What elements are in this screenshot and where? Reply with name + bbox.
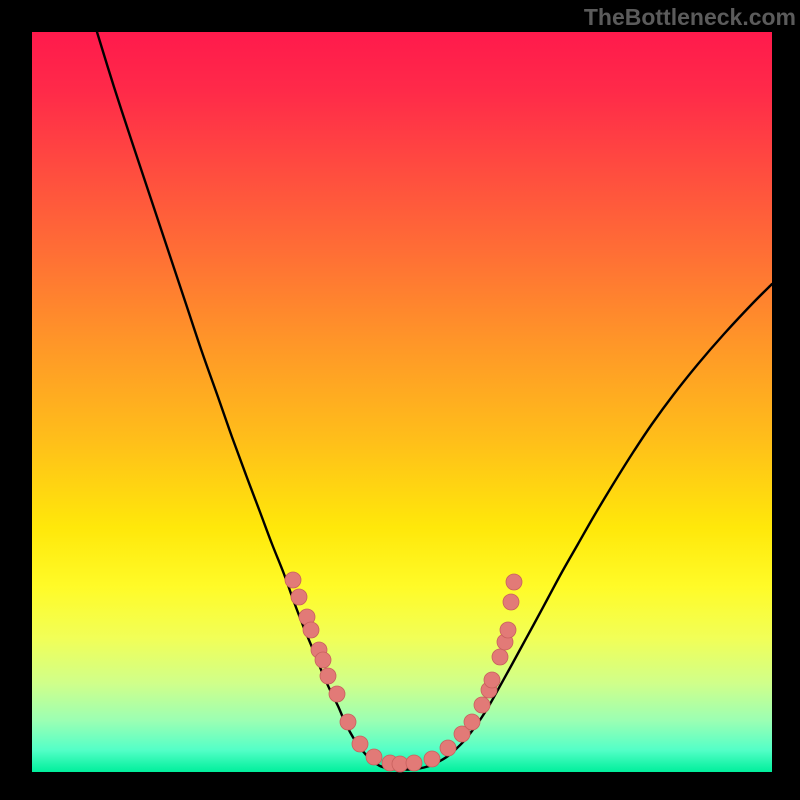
data-marker	[440, 740, 456, 756]
data-marker	[329, 686, 345, 702]
plot-area	[32, 32, 772, 772]
data-marker	[424, 751, 440, 767]
data-marker	[320, 668, 336, 684]
bottleneck-curve	[97, 32, 772, 770]
data-marker	[500, 622, 516, 638]
data-marker	[303, 622, 319, 638]
chart-canvas: TheBottleneck.com	[0, 0, 800, 800]
data-marker	[503, 594, 519, 610]
data-marker	[406, 755, 422, 771]
data-marker	[285, 572, 301, 588]
data-marker	[492, 649, 508, 665]
data-marker	[366, 749, 382, 765]
marker-group	[285, 572, 522, 772]
data-marker	[291, 589, 307, 605]
data-marker	[506, 574, 522, 590]
data-marker	[392, 756, 408, 772]
data-marker	[315, 652, 331, 668]
watermark-text: TheBottleneck.com	[584, 4, 796, 31]
data-marker	[484, 672, 500, 688]
data-marker	[352, 736, 368, 752]
data-marker	[474, 697, 490, 713]
curve-layer	[32, 32, 772, 772]
data-marker	[464, 714, 480, 730]
data-marker	[340, 714, 356, 730]
